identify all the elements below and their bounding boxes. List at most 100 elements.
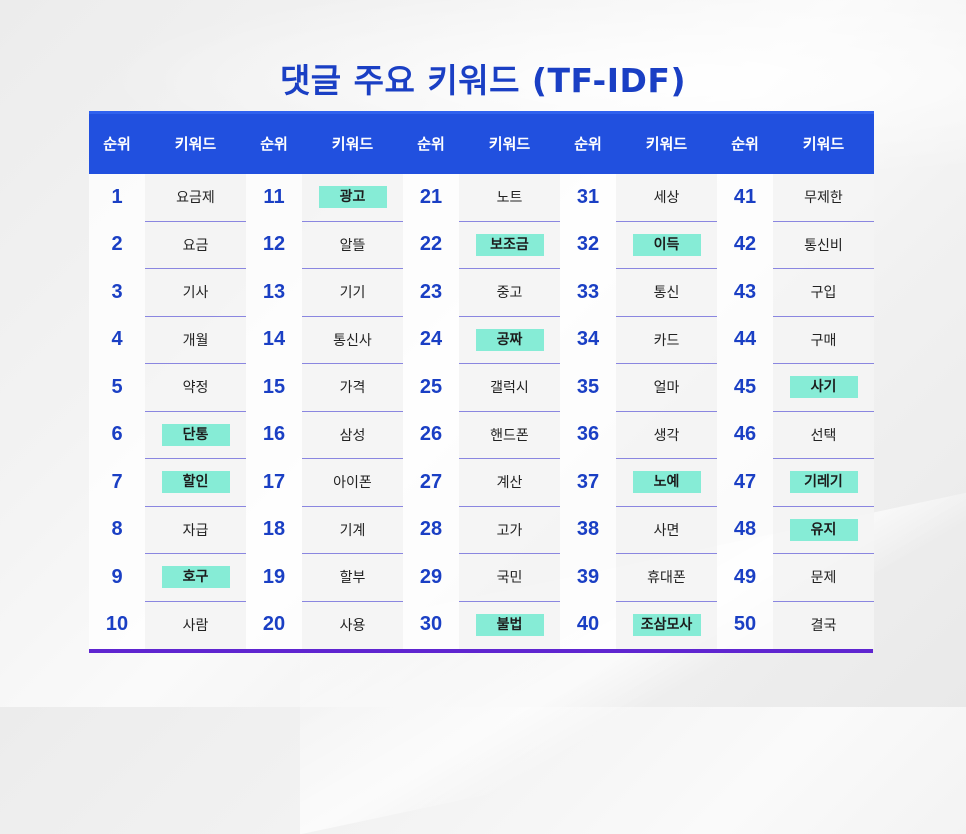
header-keyword: 키워드 — [302, 111, 403, 174]
keyword-text: 아이폰 — [333, 475, 372, 492]
table-row: 7 할인 17 아이폰 27 계산 37 노예 47 기레기 — [89, 458, 874, 507]
keyword-cell: 사람 — [145, 601, 246, 649]
table-row: 2 요금 12 알뜰 22 보조금 32 이득 42 통신비 — [89, 221, 874, 269]
rank-cell: 46 — [717, 411, 773, 459]
keyword-cell: 무제한 — [773, 173, 874, 222]
highlighted-keyword: 보조금 — [475, 233, 544, 256]
keyword-text: 결국 — [810, 618, 837, 634]
keyword-cell: 통신사 — [302, 316, 403, 364]
rank-cell: 39 — [560, 553, 616, 601]
rank-cell: 29 — [403, 553, 459, 601]
rank-cell: 21 — [403, 173, 459, 221]
keyword-text: 국민 — [496, 570, 523, 587]
table-body: 1 요금제 11 광고 21 노트 31 세상 41 무제한 2 요금 12 알뜰 22 보조금 32 이득 42 통… — [89, 173, 874, 649]
keyword-cell: 선택 — [773, 411, 874, 459]
header-rank: 순위 — [403, 111, 459, 174]
rank-cell: 6 — [89, 411, 145, 459]
keyword-text: 기계 — [339, 522, 366, 539]
table-header-row: 순위 키워드 순위 키워드 순위 키워드 순위 키워드 순위 키워드 — [89, 111, 874, 174]
keyword-cell: 구입 — [773, 268, 874, 317]
rank-cell: 48 — [717, 506, 773, 554]
rank-cell: 40 — [560, 601, 616, 649]
highlighted-keyword: 유지 — [789, 518, 858, 541]
rank-cell: 8 — [89, 506, 145, 554]
keyword-cell: 구매 — [773, 316, 874, 364]
keyword-text: 알뜰 — [339, 237, 366, 254]
rank-cell: 9 — [89, 553, 145, 601]
keyword-text: 구입 — [810, 285, 837, 302]
keyword-cell: 단통 — [145, 411, 246, 459]
rank-cell: 34 — [560, 316, 616, 364]
keyword-cell: 개월 — [145, 316, 246, 364]
header-rank: 순위 — [89, 111, 145, 174]
rank-cell: 30 — [403, 601, 459, 649]
rank-cell: 23 — [403, 268, 459, 316]
keyword-cell: 계산 — [459, 458, 560, 507]
keyword-text: 고가 — [496, 522, 523, 539]
keyword-cell: 보조금 — [459, 221, 560, 269]
table-bottom-bar — [89, 648, 873, 653]
keyword-cell: 사기 — [773, 363, 874, 412]
keyword-cell: 호구 — [145, 553, 246, 602]
keyword-text: 세상 — [653, 190, 680, 206]
page-title: 댓글 주요 키워드 (TF-IDF) — [279, 61, 687, 100]
keyword-text: 기기 — [339, 285, 366, 302]
keyword-cell: 통신 — [616, 268, 717, 317]
keyword-text: 갤럭시 — [490, 380, 529, 397]
keyword-text: 선택 — [810, 427, 837, 444]
keyword-cell: 아이폰 — [302, 458, 403, 507]
keyword-cell: 카드 — [616, 316, 717, 364]
keyword-text: 할부 — [339, 570, 366, 587]
keyword-text: 통신 — [653, 285, 680, 302]
keyword-text: 문제 — [810, 570, 837, 587]
keyword-text: 기사 — [182, 285, 209, 302]
keyword-cell: 조삼모사 — [616, 601, 717, 649]
rank-cell: 32 — [560, 221, 616, 269]
keyword-cell: 고가 — [459, 506, 560, 554]
rank-cell: 38 — [560, 506, 616, 554]
keyword-cell: 유지 — [773, 506, 874, 554]
rank-cell: 2 — [89, 221, 145, 269]
keyword-cell: 할부 — [302, 553, 403, 602]
keyword-cell: 결국 — [773, 601, 874, 649]
keyword-cell: 문제 — [773, 553, 874, 602]
header-keyword: 키워드 — [145, 111, 246, 174]
keyword-cell: 알뜰 — [302, 221, 403, 269]
rank-cell: 7 — [89, 458, 145, 506]
keyword-cell: 사면 — [616, 506, 717, 554]
keyword-cell: 약정 — [145, 363, 246, 412]
rank-cell: 16 — [246, 411, 302, 459]
rank-cell: 45 — [717, 363, 773, 411]
highlighted-keyword: 불법 — [475, 614, 544, 636]
keyword-cell: 광고 — [302, 173, 403, 222]
keyword-text: 삼성 — [339, 427, 366, 444]
keyword-cell: 공짜 — [459, 316, 560, 364]
rank-cell: 22 — [403, 221, 459, 269]
keyword-cell: 국민 — [459, 553, 560, 602]
keyword-table-container: 순위 키워드 순위 키워드 순위 키워드 순위 키워드 순위 키워드 1 요금제 1… — [89, 111, 874, 653]
rank-cell: 4 — [89, 316, 145, 364]
keyword-text: 요금제 — [176, 190, 215, 206]
keyword-cell: 불법 — [459, 601, 560, 649]
keyword-cell: 생각 — [616, 411, 717, 459]
keyword-cell: 기레기 — [773, 458, 874, 507]
keyword-cell: 얼마 — [616, 363, 717, 412]
keyword-text: 사면 — [653, 522, 680, 539]
header-keyword: 키워드 — [773, 111, 874, 174]
keyword-text: 생각 — [653, 427, 680, 444]
rank-cell: 15 — [246, 363, 302, 411]
keyword-text: 자급 — [182, 522, 209, 539]
highlighted-keyword: 광고 — [318, 186, 387, 208]
highlighted-keyword: 공짜 — [475, 328, 544, 351]
keyword-text: 사용 — [339, 618, 366, 634]
highlighted-keyword: 할인 — [161, 471, 230, 494]
rank-cell: 24 — [403, 316, 459, 364]
highlighted-keyword: 사기 — [789, 376, 858, 399]
highlighted-keyword: 단통 — [161, 423, 230, 446]
keyword-text: 얼마 — [653, 380, 680, 397]
keyword-cell: 요금 — [145, 221, 246, 269]
keyword-cell: 사용 — [302, 601, 403, 649]
keyword-text: 계산 — [496, 475, 523, 492]
keyword-text: 중고 — [496, 285, 523, 302]
rank-cell: 14 — [246, 316, 302, 364]
